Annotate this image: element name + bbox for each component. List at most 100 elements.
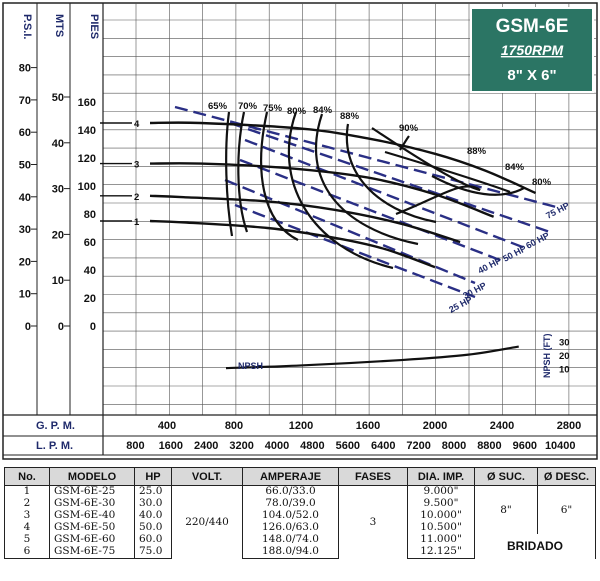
pies-tick-label: 0 xyxy=(90,321,96,333)
table-row: 1 GSM-6E-25 25.0 220/440 66.0/33.0 3 9.0… xyxy=(4,485,596,559)
pies-tick-label: 140 xyxy=(78,125,96,137)
lpm-tick-label: 1600 xyxy=(159,440,183,452)
efficiency-label: 88% xyxy=(340,111,360,122)
efficiency-label: 88% xyxy=(467,146,487,157)
psi-tick-label: 60 xyxy=(19,127,31,139)
cell-hp: 50.0 xyxy=(134,522,172,534)
cell-modelo: GSM-6E-75 xyxy=(49,546,135,559)
gpm-tick-label: 1600 xyxy=(356,420,380,432)
table-row: 6 GSM-6E-75 75.0 188.0/94.0 12.125" xyxy=(4,546,596,559)
npsh-label: NPSH xyxy=(238,361,263,371)
head-curve-label: 2 xyxy=(134,192,139,203)
efficiency-label: 80% xyxy=(287,106,307,117)
efficiency-label: 84% xyxy=(313,105,333,116)
psi-tick-label: 80 xyxy=(19,63,31,75)
cell-desc: 6" xyxy=(537,485,596,534)
cell-amperaje: 126.0/63.0 xyxy=(242,522,339,534)
head-curve xyxy=(149,121,536,195)
gpm-tick-label: 2800 xyxy=(557,420,581,432)
cell-amperaje: 148.0/74.0 xyxy=(242,534,339,546)
header-amperaje: AMPERAJE xyxy=(242,467,339,486)
hp-line xyxy=(244,138,526,250)
cell-hp: 40.0 xyxy=(134,510,172,522)
lpm-tick-label: 2400 xyxy=(194,440,218,452)
cell-dia: 12.125" xyxy=(407,546,475,559)
efficiency-curve xyxy=(371,127,481,216)
pump-curve-chart: P.S.I. MTS PIES 010203040506070800102030… xyxy=(2,2,598,460)
psi-tick-label: 30 xyxy=(19,224,31,236)
efficiency-curve xyxy=(399,135,410,151)
lpm-tick-label: 4000 xyxy=(265,440,289,452)
efficiency-label: 90% xyxy=(399,123,419,134)
efficiency-label: 70% xyxy=(238,101,258,112)
cell-amperaje: 78.0/39.0 xyxy=(242,498,339,510)
lpm-tick-label: 800 xyxy=(126,440,144,452)
lpm-tick-label: 4800 xyxy=(300,440,324,452)
table-row: 4 GSM-6E-50 50.0 126.0/63.0 10.500" xyxy=(4,522,596,534)
pies-tick-label: 60 xyxy=(84,237,96,249)
gpm-tick-label: 800 xyxy=(225,420,243,432)
gpm-axis-title: G. P. M. xyxy=(36,420,75,432)
lpm-tick-label: 7200 xyxy=(406,440,430,452)
mts-tick-label: 10 xyxy=(52,275,64,287)
mts-tick-label: 30 xyxy=(52,184,64,196)
psi-tick-label: 0 xyxy=(25,321,31,333)
efficiency-curves xyxy=(225,111,525,270)
head-curves xyxy=(100,121,536,269)
efficiency-label: 65% xyxy=(208,101,228,112)
header-volt: VOLT. xyxy=(171,467,243,486)
cell-connection: BRIDADO xyxy=(474,534,596,559)
header-no: No. xyxy=(4,467,50,486)
pies-tick-label: 20 xyxy=(84,293,96,305)
pies-tick-label: 80 xyxy=(84,209,96,221)
axis-columns xyxy=(3,3,597,456)
pies-tick-label: 160 xyxy=(78,97,96,109)
cell-amperaje: 104.0/52.0 xyxy=(242,510,339,522)
cell-dia: 10.500" xyxy=(407,522,475,534)
pies-tick-label: 100 xyxy=(78,181,96,193)
cell-hp: 60.0 xyxy=(134,534,172,546)
header-dia-imp: DIA. IMP. xyxy=(407,467,475,486)
psi-tick-label: 10 xyxy=(19,289,31,301)
pies-axis-title: PIES xyxy=(88,14,100,39)
efficiency-curve xyxy=(384,150,511,194)
pies-tick-label: 40 xyxy=(84,265,96,277)
npsh-tick-label: 10 xyxy=(559,365,570,376)
cell-volt: 220/440 xyxy=(171,485,243,559)
head-curve xyxy=(149,219,436,269)
spec-table: No. MODELO HP VOLT. AMPERAJE FASES DIA. … xyxy=(4,467,596,559)
npsh-tick-label: 20 xyxy=(559,351,570,362)
table-row: 3 GSM-6E-40 40.0 104.0/52.0 10.000" xyxy=(4,510,596,522)
lpm-tick-label: 8800 xyxy=(477,440,501,452)
psi-tick-label: 70 xyxy=(19,95,31,107)
chart-grid xyxy=(36,3,597,415)
gpm-tick-label: 400 xyxy=(158,420,176,432)
npsh-group: NPSH NPSH (FT) 10 20 30 xyxy=(225,334,570,379)
head-curve xyxy=(149,194,461,244)
model-badge: GSM-6E 1750RPM 8" X 6" xyxy=(470,7,594,93)
mts-tick-label: 20 xyxy=(52,229,64,241)
hp-line xyxy=(239,158,506,264)
badge-rpm: 1750RPM xyxy=(501,42,564,58)
header-fases: FASES xyxy=(338,467,408,486)
cell-fases: 3 xyxy=(338,485,408,559)
gpm-tick-label: 2000 xyxy=(423,420,447,432)
lpm-tick-label: 3200 xyxy=(229,440,253,452)
cell-dia: 10.000" xyxy=(407,510,475,522)
efficiency-label: 75% xyxy=(263,103,283,114)
psi-tick-label: 50 xyxy=(19,160,31,172)
npsh-axis-title: NPSH (FT) xyxy=(542,334,552,379)
mts-tick-label: 0 xyxy=(58,321,64,333)
cell-amperaje: 188.0/94.0 xyxy=(242,546,339,559)
cell-dia: 9.500" xyxy=(407,498,475,510)
lpm-axis-title: L. P. M. xyxy=(36,440,73,452)
header-suc: Ø SUC. xyxy=(474,467,538,486)
mts-tick-label: 40 xyxy=(52,138,64,150)
header-desc: Ø DESC. xyxy=(537,467,596,486)
mts-axis-title: MTS xyxy=(53,14,65,37)
badge-background xyxy=(470,7,594,93)
head-curve-label: 4 xyxy=(134,119,140,130)
lpm-tick-label: 9600 xyxy=(513,440,537,452)
table-row: 2 GSM-6E-30 30.0 78.0/39.0 9.500" xyxy=(4,498,596,510)
efficiency-curve xyxy=(314,113,419,246)
